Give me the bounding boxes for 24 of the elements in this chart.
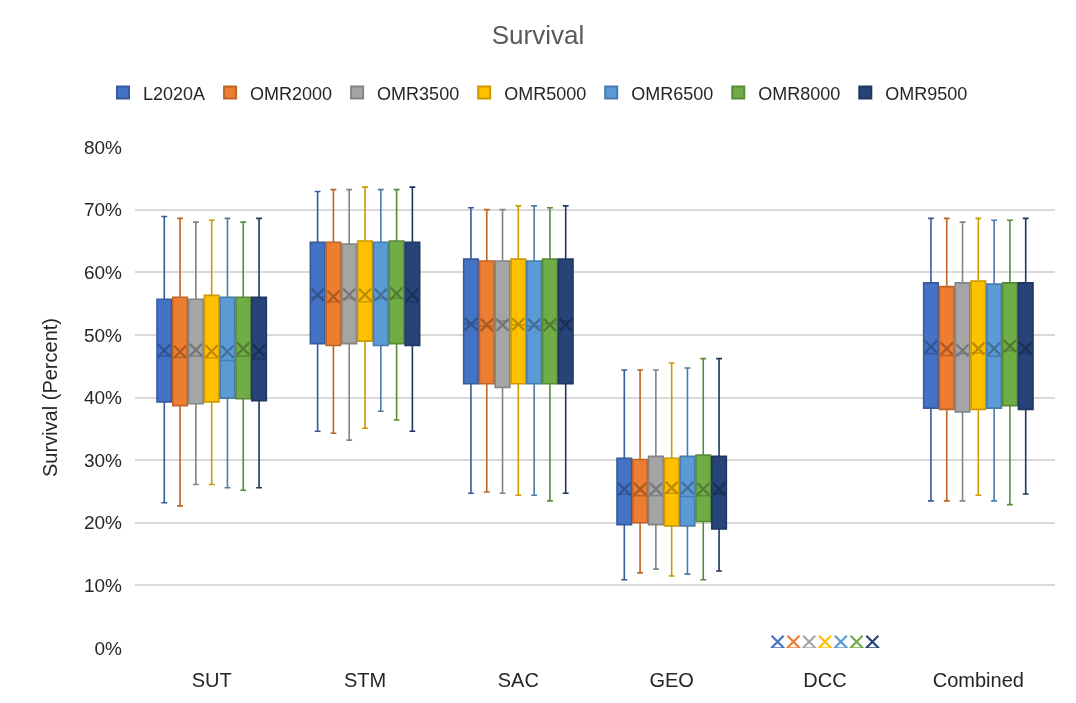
x-tick-label: SUT [191, 669, 232, 691]
chart-title: Survival [491, 20, 585, 51]
y-tick-label: 60% [83, 261, 123, 283]
y-tick-label: 50% [83, 324, 123, 346]
y-tick-label: 20% [83, 512, 123, 534]
x-tick-label: Combined [932, 669, 1024, 691]
y-tick-label: 70% [83, 199, 123, 221]
legend-label: OMR5000 [504, 83, 587, 104]
legend-label: OMR6500 [631, 83, 714, 104]
legend-label: OMR3500 [377, 83, 460, 104]
y-tick-label: 80% [83, 136, 123, 158]
y-tick-label: 30% [83, 449, 123, 471]
y-tick-label: 0% [94, 637, 123, 659]
legend-label: OMR9500 [885, 83, 968, 104]
x-tick-label: STM [343, 669, 387, 691]
legend-label: OMR8000 [758, 83, 841, 104]
x-tick-label: GEO [649, 669, 694, 691]
y-tick-label: 40% [83, 387, 123, 409]
y-axis-title: Survival (Percent) [39, 318, 62, 477]
x-tick-label: DCC [803, 669, 847, 691]
y-tick-label: 10% [83, 575, 123, 597]
legend-label: L2020A [143, 83, 206, 104]
x-tick-label: SAC [497, 669, 539, 691]
legend-label: OMR2000 [250, 83, 333, 104]
